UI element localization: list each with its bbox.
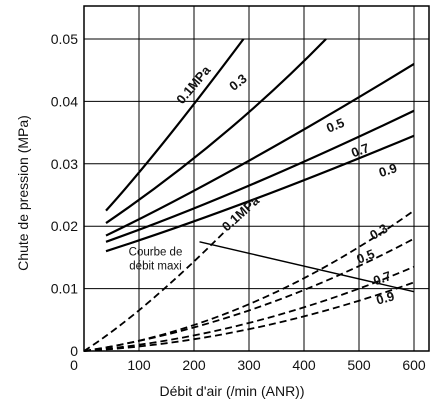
series-label-3: 0.7	[349, 140, 371, 160]
series-line-solid-03-1	[105, 38, 327, 224]
series-line-dashed-09-9	[83, 281, 415, 352]
y-tick-label-0.04: 0.04	[51, 93, 78, 109]
series-line-solid-05-2	[105, 63, 415, 237]
x-tick-label-400: 400	[292, 357, 316, 373]
x-tick-label-600: 600	[402, 357, 426, 373]
y-tick-label-0.02: 0.02	[51, 218, 78, 234]
x-tick-label-500: 500	[347, 357, 371, 373]
series-line-solid-07-3	[105, 109, 415, 243]
x-tick-label-100: 100	[127, 357, 151, 373]
plot-frame	[83, 5, 430, 352]
series-label-8: 0.7	[371, 268, 393, 288]
series-label-5: 0.1MPa	[219, 192, 263, 234]
max-flow-curve	[199, 241, 415, 293]
series-line-solid-09-4	[105, 134, 415, 253]
series-label-2: 0.5	[324, 115, 346, 136]
series-label-7: 0.5	[354, 246, 376, 267]
tick-labels: 0 100 200 300 400 500 600 0 0.01 0.02 0.03 0.04 0.05	[51, 31, 426, 373]
grid	[84, 6, 429, 351]
x-tick-label-200: 200	[182, 357, 206, 373]
annotation-line-0: Courbe de	[129, 247, 183, 259]
annotation-line-1: débit maxi	[129, 261, 181, 273]
y-tick-label-0: 0	[70, 343, 78, 359]
series-label-4: 0.9	[377, 160, 399, 180]
series-line-dashed-05-7	[83, 237, 415, 352]
curves	[83, 38, 415, 352]
series-label-9: 0.9	[375, 288, 397, 307]
x-tick-label-300: 300	[237, 357, 261, 373]
series-line-dashed-07-8	[83, 265, 415, 352]
x-tick-label-0: 0	[70, 357, 78, 373]
y-tick-label-0.01: 0.01	[51, 281, 78, 297]
series-line-solid-01mpa-0	[105, 38, 245, 212]
series-line-dashed-01mpa-5	[83, 228, 228, 352]
y-axis-title: Chute de pression (MPa)	[15, 115, 31, 271]
y-tick-label-0.03: 0.03	[51, 156, 78, 172]
y-tick-label-0.05: 0.05	[51, 31, 78, 47]
series-label-1: 0.3	[226, 71, 249, 94]
x-axis-title: Débit d'air (/min (ANR))	[159, 383, 304, 399]
